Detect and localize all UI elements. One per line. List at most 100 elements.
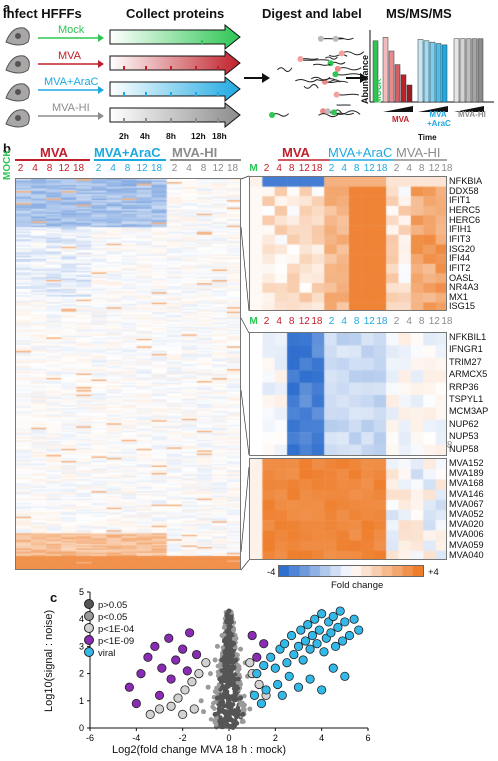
protein-point bbox=[226, 656, 231, 662]
data-point-viral bbox=[310, 614, 320, 624]
ms-group-label-mva-hi: MVA-HI bbox=[458, 110, 486, 119]
legend-label: p<1E-09 bbox=[98, 636, 135, 647]
data-point-viral bbox=[305, 644, 315, 654]
mva-condition-arrow bbox=[38, 60, 104, 68]
data-point-p1e04 bbox=[194, 669, 204, 679]
mock-column-label: M bbox=[249, 163, 258, 174]
data-point-viral bbox=[266, 652, 276, 662]
timepoint-label: 12 bbox=[363, 163, 375, 174]
tmt-label-dot bbox=[338, 50, 345, 57]
y-tick-label: 3 bbox=[79, 641, 84, 651]
peptide bbox=[277, 67, 293, 72]
data-point-p1e09 bbox=[157, 663, 167, 673]
ms-bar-mva-hi bbox=[459, 38, 466, 103]
y-tick-label: 2 bbox=[79, 669, 84, 679]
data-point-p005 bbox=[238, 646, 244, 652]
data-point-viral bbox=[252, 669, 262, 679]
data-point-viral bbox=[296, 625, 306, 635]
timepoint-label: 18h bbox=[212, 131, 227, 141]
peptide bbox=[335, 73, 362, 76]
x-tick-label: 2 bbox=[273, 733, 278, 743]
timepoint-label: 12 bbox=[298, 163, 310, 174]
y-tick-label: 5 bbox=[79, 587, 84, 597]
data-point-p005 bbox=[226, 608, 232, 614]
timepoint-label: 2 bbox=[328, 163, 335, 174]
colorbar-title: Fold change bbox=[331, 580, 384, 591]
timepoint-label: 4 bbox=[276, 163, 282, 174]
cell-icon bbox=[5, 83, 30, 102]
cell-icon bbox=[5, 55, 30, 74]
timepoint-label: 2 bbox=[393, 316, 400, 327]
data-point-p005 bbox=[207, 671, 213, 677]
ms-bar-mva-hi bbox=[471, 38, 478, 103]
data-point-p1e04 bbox=[178, 709, 188, 719]
protein-point bbox=[220, 645, 225, 650]
legend-dot bbox=[84, 610, 94, 621]
timepoint-label: 8 bbox=[353, 316, 360, 327]
y-axis-title: Log10(signal : noise) bbox=[43, 609, 55, 712]
gene-label: MVA020 bbox=[449, 519, 484, 530]
ms-bar-mva-arac bbox=[423, 40, 430, 103]
timepoint-label: 8 bbox=[200, 163, 207, 174]
condition-label-mva-arac: MVA+AraC bbox=[44, 76, 99, 88]
gene-label: TSPYL1 bbox=[449, 394, 484, 404]
data-point-p005 bbox=[228, 703, 234, 709]
x-tick-label: -6 bbox=[86, 733, 94, 743]
volcano-scatter-plot: -6 -4 -2 0 2 4 6 0 1 2 3 4 5 bbox=[79, 587, 371, 743]
gene-label: MVA067 bbox=[449, 498, 484, 509]
data-point-viral bbox=[261, 685, 271, 695]
data-point-p005 bbox=[233, 635, 239, 641]
data-point-p005 bbox=[212, 657, 218, 663]
ms-bar-mva bbox=[382, 37, 389, 103]
peptide-squiggles bbox=[269, 35, 365, 119]
data-point-p1e09 bbox=[150, 641, 160, 652]
timepoint-label: 4 bbox=[110, 163, 116, 174]
peptide bbox=[312, 63, 331, 66]
gene-label: MX1 bbox=[449, 291, 468, 302]
peptide bbox=[337, 67, 362, 71]
gene-label: MVA168 bbox=[449, 478, 484, 489]
data-point-p005 bbox=[238, 695, 244, 701]
timepoint-label: 8 bbox=[46, 163, 53, 174]
timepoint-tickmarks bbox=[123, 66, 219, 122]
ms-bar-mva bbox=[406, 84, 413, 103]
digest-arrow bbox=[244, 73, 270, 83]
gene-label: DDX58 bbox=[449, 185, 479, 196]
data-point-p005 bbox=[212, 711, 218, 717]
data-point-viral bbox=[300, 636, 311, 646]
panel-a-graphics bbox=[5, 23, 494, 129]
timepoint-label: 12h bbox=[191, 131, 206, 141]
protein-point bbox=[229, 724, 234, 729]
panel-b-letter: b bbox=[3, 141, 11, 156]
gene-label: ISG15 bbox=[449, 301, 476, 312]
cluster-1-heatmap-canvas bbox=[250, 177, 446, 310]
protein-point bbox=[222, 660, 228, 666]
gene-label: HERC6 bbox=[449, 214, 481, 225]
protein-point bbox=[221, 703, 227, 708]
legend-dot bbox=[84, 598, 94, 609]
timepoint-label: 8 bbox=[353, 163, 360, 174]
data-point-p005 bbox=[201, 709, 207, 715]
timepoint-label: 18 bbox=[311, 163, 323, 174]
gene-label: NFKBIA bbox=[449, 176, 483, 186]
timepoint-label: 8 bbox=[288, 316, 295, 327]
data-point-viral bbox=[270, 663, 280, 673]
protein-point bbox=[230, 653, 236, 658]
data-point-p1e04 bbox=[201, 658, 211, 668]
timepoint-label: 4h bbox=[140, 131, 150, 141]
data-point-p1e09 bbox=[252, 652, 262, 662]
peptide bbox=[341, 51, 365, 56]
protein-point bbox=[217, 700, 223, 705]
mva-hi-condition-arrow bbox=[38, 112, 104, 120]
data-point-p005 bbox=[219, 633, 225, 639]
protein-point bbox=[241, 719, 246, 724]
data-point-viral bbox=[289, 649, 299, 660]
protein-point bbox=[224, 689, 230, 694]
data-point-p005 bbox=[198, 698, 204, 704]
data-point-p1e09 bbox=[136, 669, 146, 679]
panel-c-letter: c bbox=[50, 590, 58, 605]
protein-point bbox=[235, 669, 241, 674]
data-point-p1e09 bbox=[131, 698, 141, 709]
peptide bbox=[324, 56, 338, 60]
ms-group-label-mva-arac: MVA +AraC bbox=[427, 110, 451, 128]
